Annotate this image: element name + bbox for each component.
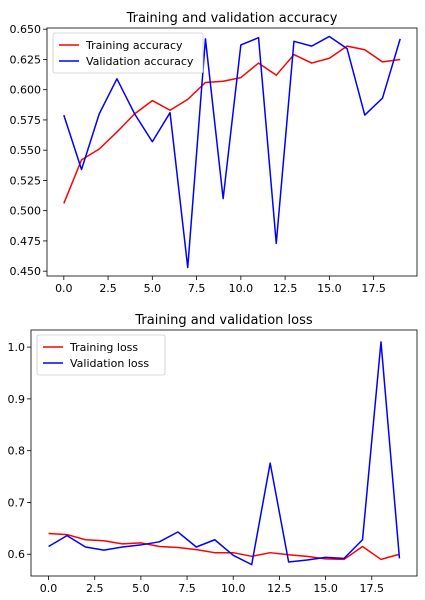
y-tick-label: 0.550	[10, 144, 42, 157]
x-tick-label: 12.5	[273, 282, 298, 295]
legend: Training loss Validation loss	[36, 334, 166, 376]
x-tick-label: 0.0	[55, 282, 73, 295]
series-line-training	[48, 532, 400, 561]
y-tick-label: 0.8	[8, 445, 26, 458]
legend-box	[52, 32, 204, 74]
x-tick-label: 17.5	[361, 282, 386, 295]
x-tick-label: 5.0	[132, 582, 150, 595]
legend-label: Validation accuracy	[86, 55, 194, 68]
legend-box	[36, 334, 166, 376]
chart-title: Training and validation loss	[134, 313, 312, 328]
series-line-validation	[63, 35, 401, 269]
y-tick-label: 0.500	[10, 205, 42, 218]
legend-label: Training loss	[69, 341, 138, 354]
loss-chart: Training and validation loss 0.0 2.5 5.0 7.5…	[8, 313, 418, 595]
legend: Training accuracy Validation accuracy	[52, 32, 204, 74]
y-tick-label: 0.475	[10, 235, 42, 248]
y-tick-label: 0.625	[10, 53, 42, 66]
x-tick-label: 2.5	[99, 282, 117, 295]
accuracy-chart: Training and validation accuracy 0.0 2.5 5.…	[10, 11, 418, 295]
y-tick-label: 0.9	[8, 393, 26, 406]
y-tick-label: 0.650	[10, 23, 42, 36]
x-tick-label: 15.0	[317, 282, 342, 295]
x-tick-label: 2.5	[86, 582, 104, 595]
x-tick-label: 15.0	[313, 582, 338, 595]
y-tick-label: 0.525	[10, 174, 42, 187]
y-tick-label: 1.0	[8, 341, 26, 354]
y-tick-label: 0.6	[8, 548, 26, 561]
x-tick-label: 7.5	[188, 282, 206, 295]
legend-label: Training accuracy	[85, 39, 183, 52]
y-tick-label: 0.600	[10, 84, 42, 97]
series-line-validation	[48, 341, 401, 566]
y-tick-label: 0.575	[10, 114, 42, 127]
x-tick-label: 10.0	[229, 282, 254, 295]
legend-label: Validation loss	[70, 357, 149, 370]
chart-title: Training and validation accuracy	[126, 11, 338, 26]
x-tick-label: 7.5	[178, 582, 196, 595]
axes-frame	[30, 329, 418, 577]
axes-frame	[46, 27, 418, 277]
x-tick-label: 0.0	[40, 582, 58, 595]
y-tick-label: 0.450	[10, 265, 42, 278]
y-tick-label: 0.7	[8, 496, 26, 509]
x-tick-label: 17.5	[360, 582, 385, 595]
x-tick-label: 12.5	[267, 582, 292, 595]
x-tick-label: 10.0	[221, 582, 246, 595]
x-tick-label: 5.0	[144, 282, 162, 295]
series-line-training	[63, 45, 401, 204]
